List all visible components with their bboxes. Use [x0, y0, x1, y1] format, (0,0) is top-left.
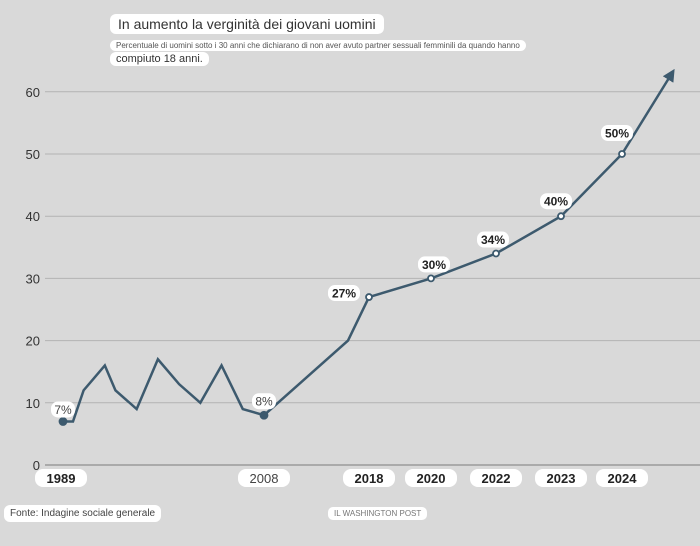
data-label-1989: 7%	[51, 401, 75, 418]
data-label-box	[477, 231, 509, 248]
data-label-box	[418, 256, 450, 273]
data-label-text: 8%	[255, 395, 273, 409]
y-tick-label-10: 10	[26, 396, 40, 411]
data-point-2020	[427, 274, 435, 283]
series-polyline	[63, 68, 675, 423]
y-tick-label-50: 50	[26, 147, 40, 162]
x-tick-label: 2024	[608, 471, 638, 486]
x-tick-box	[343, 469, 395, 487]
data-label-box	[540, 193, 572, 210]
chart-subtitle-continued: compiuto 18 anni.	[110, 52, 209, 66]
y-tick-label-60: 60	[26, 85, 40, 100]
x-tick-box	[470, 469, 522, 487]
x-tick-label: 2022	[482, 471, 511, 486]
chart-title: In aumento la verginità dei giovani uomi…	[110, 14, 384, 34]
x-tick-1989: 1989	[35, 469, 87, 487]
data-markers	[58, 150, 626, 426]
data-label-2023: 40%	[540, 193, 572, 210]
y-axis-ticks: 0 10 20 30 40 50 60	[26, 85, 40, 473]
data-label-text: 34%	[481, 233, 505, 247]
chart-subtitle: Percentuale di uomini sotto i 30 anni ch…	[110, 40, 526, 51]
data-label-text: 40%	[544, 195, 568, 209]
data-point-2023	[557, 212, 565, 221]
x-tick-box	[405, 469, 457, 487]
data-label-2018: 27%	[328, 285, 360, 302]
data-labels: 7% 8% 27% 30% 34% 40% 50%	[51, 125, 633, 418]
data-label-box	[51, 401, 75, 418]
x-tick-box	[35, 469, 87, 487]
x-tick-2018: 2018	[343, 469, 395, 487]
data-label-2008: 8%	[252, 393, 276, 410]
x-tick-box	[596, 469, 648, 487]
data-label-2020: 30%	[418, 256, 450, 273]
data-point-2008	[259, 410, 269, 420]
x-tick-label: 2020	[417, 471, 446, 486]
data-label-text: 30%	[422, 258, 446, 272]
data-label-text: 50%	[605, 127, 629, 141]
x-tick-box	[535, 469, 587, 487]
data-label-2022: 34%	[477, 231, 509, 248]
y-tick-label-40: 40	[26, 209, 40, 224]
data-label-box	[328, 285, 360, 302]
x-tick-label: 1989	[47, 471, 76, 486]
y-tick-label-20: 20	[26, 334, 40, 349]
data-label-box	[252, 393, 276, 410]
source-note: Fonte: Indagine sociale generale	[4, 505, 162, 522]
x-tick-label: 2008	[250, 471, 279, 486]
data-point-2024	[618, 150, 626, 158]
grid-lines	[45, 91, 700, 466]
data-label-text: 7%	[54, 403, 72, 417]
data-point-2018	[365, 293, 373, 301]
data-label-2024: 50%	[601, 125, 633, 141]
x-tick-2024: 2024	[596, 469, 648, 487]
x-tick-2022: 2022	[470, 469, 522, 487]
data-point-2022	[492, 249, 500, 258]
y-tick-label-30: 30	[26, 271, 40, 286]
y-tick-label-0: 0	[33, 458, 40, 473]
x-tick-label: 2023	[547, 471, 576, 486]
data-label-text: 27%	[332, 287, 356, 301]
x-tick-2020: 2020	[405, 469, 457, 487]
data-point-1989	[58, 417, 68, 426]
x-tick-2008: 2008	[238, 469, 290, 487]
publisher-credit: IL WASHINGTON POST	[328, 507, 428, 520]
series-line	[63, 68, 675, 423]
x-axis-ticks: 1989 2008 2018 2020 2022 2023 2024	[35, 469, 648, 487]
x-tick-2023: 2023	[535, 469, 587, 487]
x-tick-label: 2018	[355, 471, 384, 486]
data-label-box	[601, 125, 633, 141]
x-tick-box	[238, 469, 290, 487]
